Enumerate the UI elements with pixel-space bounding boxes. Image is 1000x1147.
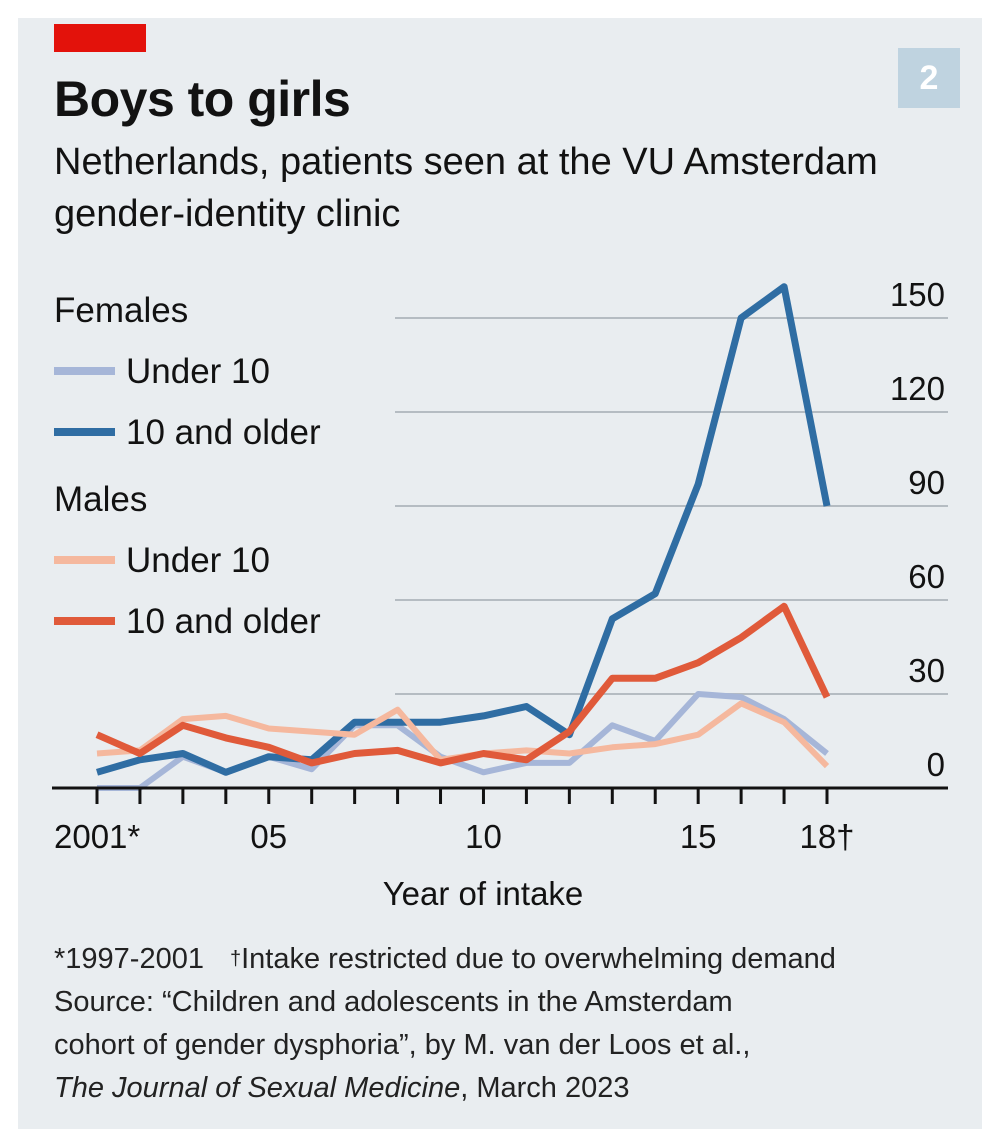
journal-name: The Journal of Sexual Medicine — [54, 1072, 461, 1104]
y-tick-label-0: 0 — [927, 746, 945, 783]
chart-number-badge: 2 — [898, 48, 960, 108]
footnote-line-1: *1997-2001 †Intake restricted due to over… — [54, 938, 974, 981]
star-note: *1997-2001 — [54, 943, 204, 975]
legend-group-females: Females — [54, 291, 188, 330]
y-tick-label-120: 120 — [890, 370, 945, 407]
x-tick-label-2018: 18† — [799, 818, 854, 855]
legend: Females Under 10 10 and older Males Under 10… — [54, 291, 321, 641]
legend-entry-label: 10 and older — [126, 602, 321, 641]
x-tick-label-2005: 05 — [250, 818, 287, 855]
source-line-1: Source: “Children and adolescents in the… — [54, 986, 733, 1018]
gridlines — [395, 317, 948, 695]
footnotes: *1997-2001 †Intake restricted due to over… — [54, 938, 974, 1110]
legend-entry-label: Under 10 — [126, 352, 270, 391]
line-chart: 0 30 60 90 120 150 2001* 05 10 15 18† Females Unde… — [52, 276, 948, 912]
x-tick-label-2010: 10 — [465, 818, 502, 855]
x-axis: 2001* 05 10 15 18† — [52, 786, 948, 855]
series-line-males-10-and-older — [95, 602, 831, 767]
chart-panel — [18, 18, 982, 1129]
x-axis-title: Year of intake — [383, 875, 584, 912]
series-line-females-under-10 — [97, 691, 829, 791]
y-axis-ticks: 0 30 60 90 120 150 — [890, 276, 945, 783]
series-lines — [95, 283, 831, 791]
red-tag — [54, 24, 146, 52]
y-tick-label-30: 30 — [908, 652, 945, 689]
series-line-females-10-and-older — [96, 283, 831, 776]
publication-date: , March 2023 — [460, 1072, 630, 1104]
dagger-note: †Intake restricted due to overwhelming d… — [229, 943, 836, 975]
source-line-3: The Journal of Sexual Medicine, March 20… — [54, 1067, 974, 1110]
y-tick-label-90: 90 — [908, 464, 945, 501]
source-line-2: cohort of gender dysphoria”, by M. van d… — [54, 1029, 751, 1061]
legend-entry-label: Under 10 — [126, 541, 270, 580]
chart-subtitle: Netherlands, patients seen at the VU Ams… — [54, 141, 878, 235]
y-tick-label-150: 150 — [890, 276, 945, 313]
x-tick-label-2015: 15 — [680, 818, 717, 855]
y-tick-label-60: 60 — [908, 558, 945, 595]
chart-title: Boys to girls — [54, 71, 351, 127]
legend-group-males: Males — [54, 480, 147, 519]
legend-entry-label: 10 and older — [126, 413, 321, 452]
x-tick-label-2001: 2001* — [54, 818, 140, 855]
